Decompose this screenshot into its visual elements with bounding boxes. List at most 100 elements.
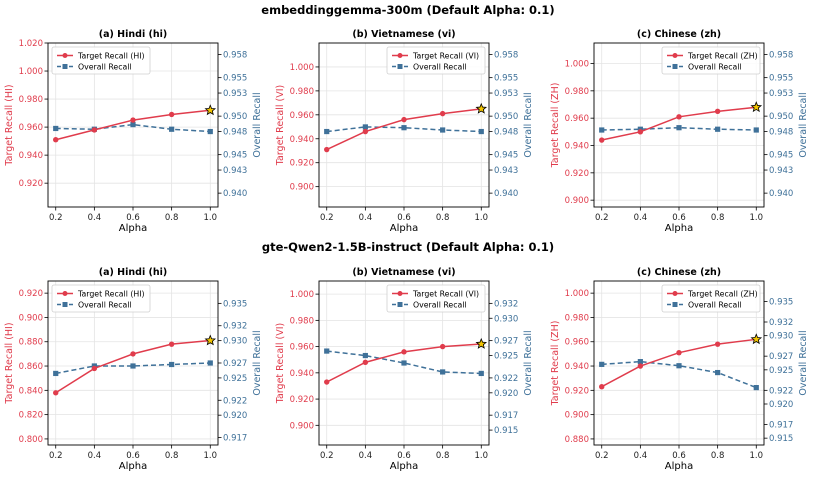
chart5-y2-tick-label: 0.920 <box>494 389 518 399</box>
chart4-legend-target-label: Target Recall (HI) <box>77 290 145 299</box>
chart2-x-axis-label: Alpha <box>390 223 418 234</box>
chart2-y2-tick-label: 0.955 <box>494 74 518 84</box>
chart6-title: (c) Chinese (zh) <box>637 267 721 278</box>
chart4-x-tick-label: 1.0 <box>204 451 218 461</box>
chart5-y-tick-label: 0.960 <box>290 343 314 353</box>
chart5-overall-recall-point <box>440 369 446 375</box>
chart6-y2-axis-label: Overall Recall <box>798 330 809 395</box>
chart5-best-alpha-star <box>475 337 488 349</box>
chart3-overall-recall-point <box>676 125 682 131</box>
chart4-y-tick-label: 0.920 <box>19 289 43 299</box>
chart6-y2-tick-label: 0.925 <box>769 366 793 376</box>
chart1-y-tick-label: 0.940 <box>19 151 43 161</box>
chart2-y-tick-label: 1.000 <box>290 63 314 73</box>
chart6-y-tick-label: 0.880 <box>565 435 589 445</box>
chart1-x-axis-label: Alpha <box>119 223 147 234</box>
chart1-legend-target-marker <box>62 53 68 58</box>
chart6-y-tick-label: 0.920 <box>565 386 589 396</box>
chart3-y-tick-label: 0.920 <box>565 169 589 179</box>
chart6-overall-recall-point <box>753 385 759 391</box>
chart4-y2-axis-label: Overall Recall <box>252 330 263 395</box>
chart6-target-recall-point <box>714 341 721 347</box>
chart2-y-tick-label: 0.960 <box>290 111 314 121</box>
chart6-y2-tick-label: 0.920 <box>769 400 793 410</box>
chart6-y2-tick-label: 0.935 <box>769 298 793 308</box>
chart3-legend-overall-marker <box>672 64 678 69</box>
chart4-y-tick-label: 0.800 <box>19 435 43 445</box>
chart6-y-axis-label: Target Recall (ZH) <box>550 321 561 407</box>
chart5-target-recall-point <box>362 359 369 366</box>
chart2-x-tick-label: 0.4 <box>359 213 373 223</box>
chart6-overall-recall-point <box>599 361 605 367</box>
chart1-target-recall-point <box>168 111 175 118</box>
chart2-best-alpha-star <box>475 102 488 114</box>
chart3-y2-tick-label: 0.943 <box>769 166 793 176</box>
chart3-y2-tick-label: 0.950 <box>769 112 793 122</box>
chart1-overall-recall-point <box>207 128 213 135</box>
chart6-y2-tick-label: 0.915 <box>769 434 793 444</box>
chart5-y-axis-label: Target Recall (VI) <box>275 323 286 405</box>
chart2-overall-recall-point <box>478 128 484 135</box>
chart2-legend-overall-marker <box>397 64 403 69</box>
chart3-x-tick-label: 0.6 <box>672 213 686 223</box>
chart2-y2-tick-label: 0.953 <box>494 89 518 99</box>
chart5-x-axis-label: Alpha <box>390 461 418 472</box>
row-title-embeddinggemma: embeddinggemma-300m (Default Alpha: 0.1) <box>261 3 555 17</box>
chart5-y-tick-label: 0.920 <box>290 395 314 405</box>
chart6-overall-recall-point <box>637 359 643 365</box>
chart5-legend-box <box>386 284 486 313</box>
chart1-target-recall-point <box>130 117 136 123</box>
chart2-overall-recall-point <box>401 125 407 131</box>
chart6-y-tick-label: 0.900 <box>565 411 589 421</box>
chart6-overall-recall-line <box>601 360 757 389</box>
chart2-legend-target-marker <box>397 53 403 58</box>
chart6-y-tick-label: 0.980 <box>565 313 589 323</box>
chart4-target-recall-point <box>53 390 59 396</box>
chart5-overall-recall-point <box>401 360 407 366</box>
chart6-y2-tick-label: 0.922 <box>769 386 793 396</box>
chart3-y2-tick-label: 0.958 <box>769 51 793 61</box>
chart1-x-tick-label: 0.6 <box>126 213 140 223</box>
chart3-y2-tick-label: 0.945 <box>769 151 793 161</box>
chart4-target-recall-point <box>130 351 136 357</box>
chart5-overall-recall-point <box>324 348 330 354</box>
chart6-target-recall-point <box>676 349 682 356</box>
chart3-overall-recall-point <box>753 127 759 133</box>
chart2-x-tick-label: 0.2 <box>320 213 334 223</box>
chart6-y-tick-label: 1.000 <box>565 289 589 299</box>
chart2-x-tick-label: 0.8 <box>436 213 450 223</box>
chart2-overall-recall-point <box>324 128 330 135</box>
chart5-legend-target-marker <box>397 291 403 296</box>
chart5-y2-tick-label: 0.917 <box>494 411 518 421</box>
chart1-x-tick-label: 1.0 <box>204 213 218 223</box>
chart2-y2-tick-label: 0.945 <box>494 151 518 161</box>
chart3-best-alpha-star <box>750 101 763 113</box>
chart5-legend-overall-label: Overall Recall <box>413 301 467 310</box>
chart2-target-recall-point <box>324 146 330 153</box>
chart5-y-tick-label: 0.940 <box>290 369 314 379</box>
chart6-legend-overall-label: Overall Recall <box>688 301 742 310</box>
chart4-overall-recall-point <box>169 361 175 368</box>
chart2-legend-overall-label: Overall Recall <box>413 63 467 72</box>
chart4-overall-recall-point <box>130 363 136 369</box>
chart6-y-tick-label: 0.940 <box>565 362 589 372</box>
chart1-target-recall-point <box>91 127 98 133</box>
chart4-y-tick-label: 0.820 <box>19 411 43 421</box>
chart3-target-recall-point <box>599 137 605 143</box>
chart4-legend-overall-marker <box>62 302 68 307</box>
chart4-legend-overall-label: Overall Recall <box>78 301 132 310</box>
chart1-overall-recall-point <box>169 126 175 132</box>
chart6-y2-tick-label: 0.932 <box>769 318 793 328</box>
chart3-y-tick-label: 0.900 <box>565 196 589 206</box>
chart6-y2-tick-label: 0.930 <box>769 332 793 342</box>
chart5-overall-recall-point <box>362 352 368 359</box>
chart1-best-alpha-star <box>204 104 217 116</box>
chart6-x-tick-label: 0.2 <box>595 451 609 461</box>
chart3-legend-box <box>661 46 761 75</box>
chart2-y2-tick-label: 0.958 <box>494 51 518 61</box>
chart3-y2-tick-label: 0.940 <box>769 189 793 199</box>
chart2-target-recall-point <box>362 128 369 135</box>
chart1-target-recall-point <box>53 137 59 143</box>
chart1-y-tick-label: 0.980 <box>19 95 43 105</box>
